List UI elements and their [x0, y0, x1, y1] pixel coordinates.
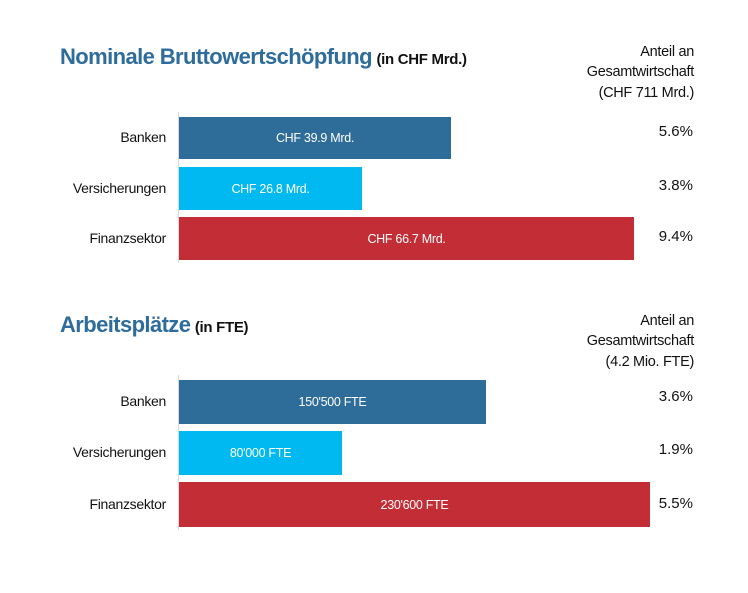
chart-unit-label: (in FTE)	[194, 319, 249, 336]
share-header-line: Gesamtwirtschaft	[586, 333, 695, 349]
share-value: 5.5%	[658, 495, 693, 512]
share-value: 9.4%	[658, 228, 693, 245]
share-value: 3.8%	[658, 177, 693, 194]
share-value: 3.6%	[658, 388, 693, 405]
chart-unit-label: (in CHF Mrd.)	[376, 51, 467, 68]
bar: 80'000 FTE	[179, 431, 342, 475]
category-label: Banken	[120, 129, 166, 145]
chart-title: Nominale Bruttowertschöpfung (in CHF Mrd…	[60, 44, 467, 70]
share-header-line: Gesamtwirtschaft	[586, 64, 695, 80]
share-header-line: Anteil an	[640, 313, 694, 329]
share-header: Anteil an Gesamtwirtschaft (4.2 Mio. FTE)	[586, 311, 695, 372]
bar: 230'600 FTE	[179, 482, 650, 527]
category-label: Banken	[120, 393, 166, 409]
chart-title-main: Arbeitsplätze	[60, 312, 191, 337]
category-label: Finanzsektor	[89, 229, 166, 246]
category-label: Finanzsektor	[89, 495, 166, 512]
share-value: 5.6%	[658, 123, 693, 140]
bar: 150'500 FTE	[179, 380, 486, 424]
bar: CHF 66.7 Mrd.	[179, 217, 634, 260]
share-header-line: Anteil an	[640, 44, 694, 60]
share-header-line: (4.2 Mio. FTE)	[605, 354, 695, 370]
bar: CHF 39.9 Mrd.	[179, 117, 451, 159]
chart-title: Arbeitsplätze (in FTE)	[60, 312, 249, 338]
category-axis	[178, 112, 179, 263]
category-axis	[178, 375, 179, 530]
chart-title-main: Nominale Bruttowertschöpfung	[60, 44, 373, 69]
share-value: 1.9%	[658, 441, 693, 458]
share-header: Anteil an Gesamtwirtschaft (CHF 711 Mrd.)	[586, 42, 695, 103]
share-header-line: (CHF 711 Mrd.)	[598, 85, 695, 101]
category-label: Versicherungen	[72, 444, 166, 460]
bar: CHF 26.8 Mrd.	[179, 167, 362, 210]
category-label: Versicherungen	[72, 179, 166, 196]
